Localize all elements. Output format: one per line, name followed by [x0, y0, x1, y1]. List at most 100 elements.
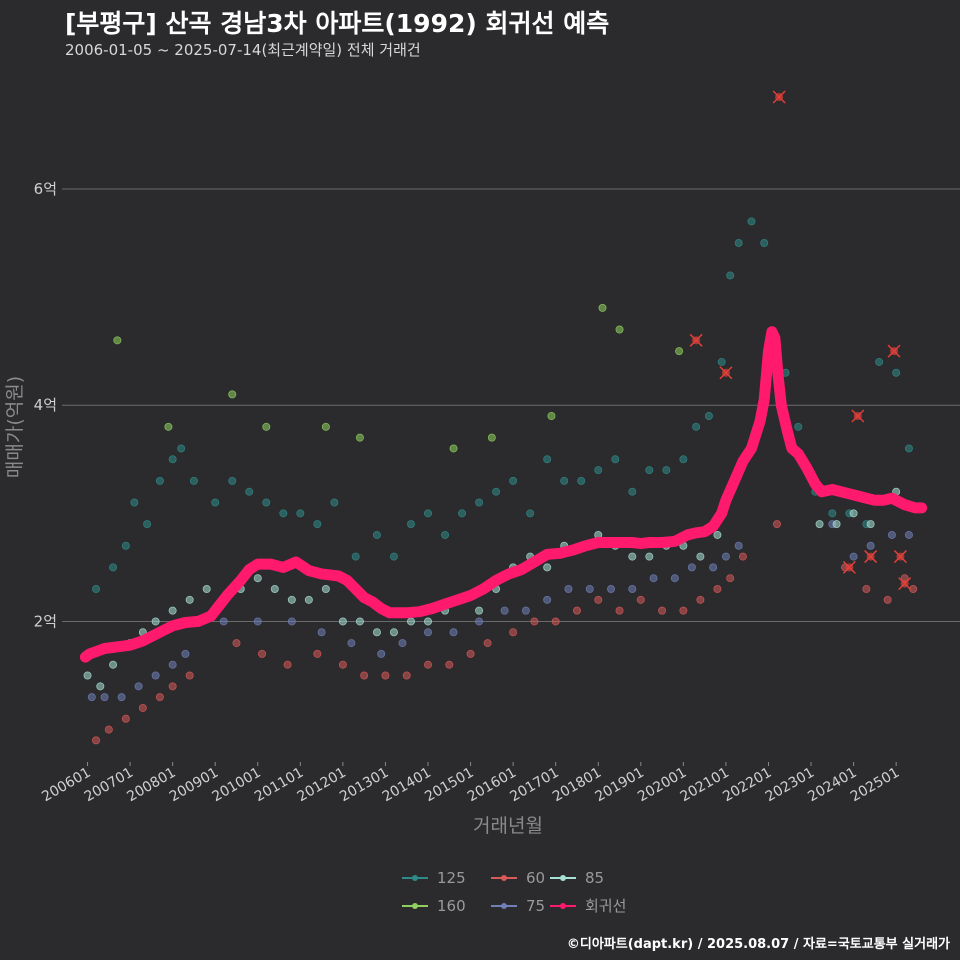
point-75 — [628, 585, 637, 594]
flag-cross — [719, 366, 733, 380]
point-75 — [398, 639, 407, 648]
legend-item-60: 60 — [491, 869, 545, 887]
flag-cross — [689, 333, 703, 347]
point-160 — [164, 422, 173, 431]
point-85 — [543, 563, 552, 572]
point-60 — [313, 649, 322, 658]
legend-label: 75 — [526, 897, 545, 915]
x-tick-label: 202501 — [848, 765, 902, 806]
point-85 — [321, 585, 330, 594]
point-125 — [892, 368, 901, 377]
point-75 — [543, 595, 552, 604]
point-75 — [449, 628, 458, 637]
point-125 — [424, 509, 433, 518]
point-85 — [645, 552, 654, 561]
legend-swatch-dot — [412, 875, 418, 881]
point-85 — [832, 520, 841, 529]
point-60 — [594, 595, 603, 604]
point-125 — [351, 552, 360, 561]
flag-cross — [893, 550, 907, 564]
point-125 — [130, 498, 139, 507]
legend-item-회귀선: 회귀선 — [550, 897, 626, 915]
point-75 — [670, 574, 679, 583]
point-60 — [424, 660, 433, 669]
point-85 — [372, 628, 381, 637]
point-125 — [509, 476, 518, 485]
point-125 — [189, 476, 198, 485]
point-125 — [155, 476, 164, 485]
point-60 — [636, 595, 645, 604]
point-75 — [181, 649, 190, 658]
point-60 — [658, 606, 667, 615]
point-125 — [662, 466, 671, 475]
point-125 — [177, 444, 186, 453]
point-125 — [828, 509, 837, 518]
point-85 — [815, 520, 824, 529]
legend-item-85: 85 — [550, 869, 604, 887]
point-160 — [675, 347, 684, 356]
y-tick-label: 4억 — [34, 396, 57, 414]
legend-label: 회귀선 — [585, 897, 626, 915]
point-160 — [547, 411, 556, 420]
legend-swatch-dot — [501, 903, 507, 909]
point-125 — [560, 476, 569, 485]
point-85 — [389, 628, 398, 637]
point-125 — [330, 498, 339, 507]
legend-item-160: 160 — [402, 897, 466, 915]
point-75 — [475, 617, 484, 626]
point-125 — [704, 411, 713, 420]
point-75 — [709, 563, 718, 572]
point-60 — [381, 671, 390, 680]
point-85 — [287, 595, 296, 604]
x-axis-ticks: 2006012007012008012009012010012011012012… — [39, 762, 902, 805]
point-85 — [185, 595, 194, 604]
point-60 — [104, 725, 113, 734]
flagged-points — [689, 90, 912, 591]
flagged-point — [887, 344, 901, 358]
point-75 — [887, 530, 896, 539]
legend-swatch-dot — [412, 903, 418, 909]
point-160 — [228, 390, 237, 399]
chart-subtitle: 2006-01-05 ~ 2025-07-14(최근계약일) 전체 거래건 — [65, 41, 421, 59]
point-125 — [717, 357, 726, 366]
point-60 — [402, 671, 411, 680]
flag-cross — [864, 550, 878, 564]
point-75 — [607, 585, 616, 594]
point-160 — [113, 336, 122, 345]
flag-cross — [898, 577, 912, 591]
point-125 — [109, 563, 118, 572]
point-75 — [219, 617, 228, 626]
point-75 — [904, 530, 913, 539]
y-axis-label: 매매가(억원) — [4, 376, 26, 478]
point-75 — [100, 693, 109, 702]
flag-cross — [887, 344, 901, 358]
point-125 — [279, 509, 288, 518]
scatter-points — [83, 217, 918, 745]
point-85 — [270, 585, 279, 594]
point-60 — [551, 617, 560, 626]
trend-line-path — [79, 326, 928, 663]
point-160 — [487, 433, 496, 442]
point-125 — [458, 509, 467, 518]
point-75 — [168, 660, 177, 669]
point-125 — [245, 487, 254, 496]
point-85 — [83, 671, 92, 680]
point-75 — [721, 552, 730, 561]
point-85 — [202, 585, 211, 594]
point-125 — [262, 498, 271, 507]
point-60 — [572, 606, 581, 615]
point-125 — [679, 455, 688, 464]
y-tick-label: 2억 — [34, 612, 57, 630]
point-125 — [628, 487, 637, 496]
point-75 — [134, 682, 143, 691]
point-125 — [121, 541, 130, 550]
point-75 — [585, 585, 594, 594]
point-75 — [347, 639, 356, 648]
point-125 — [526, 509, 535, 518]
point-125 — [726, 271, 735, 280]
point-60 — [509, 628, 518, 637]
point-85 — [406, 617, 415, 626]
point-75 — [649, 574, 658, 583]
flagged-point — [893, 550, 907, 564]
point-125 — [543, 455, 552, 464]
